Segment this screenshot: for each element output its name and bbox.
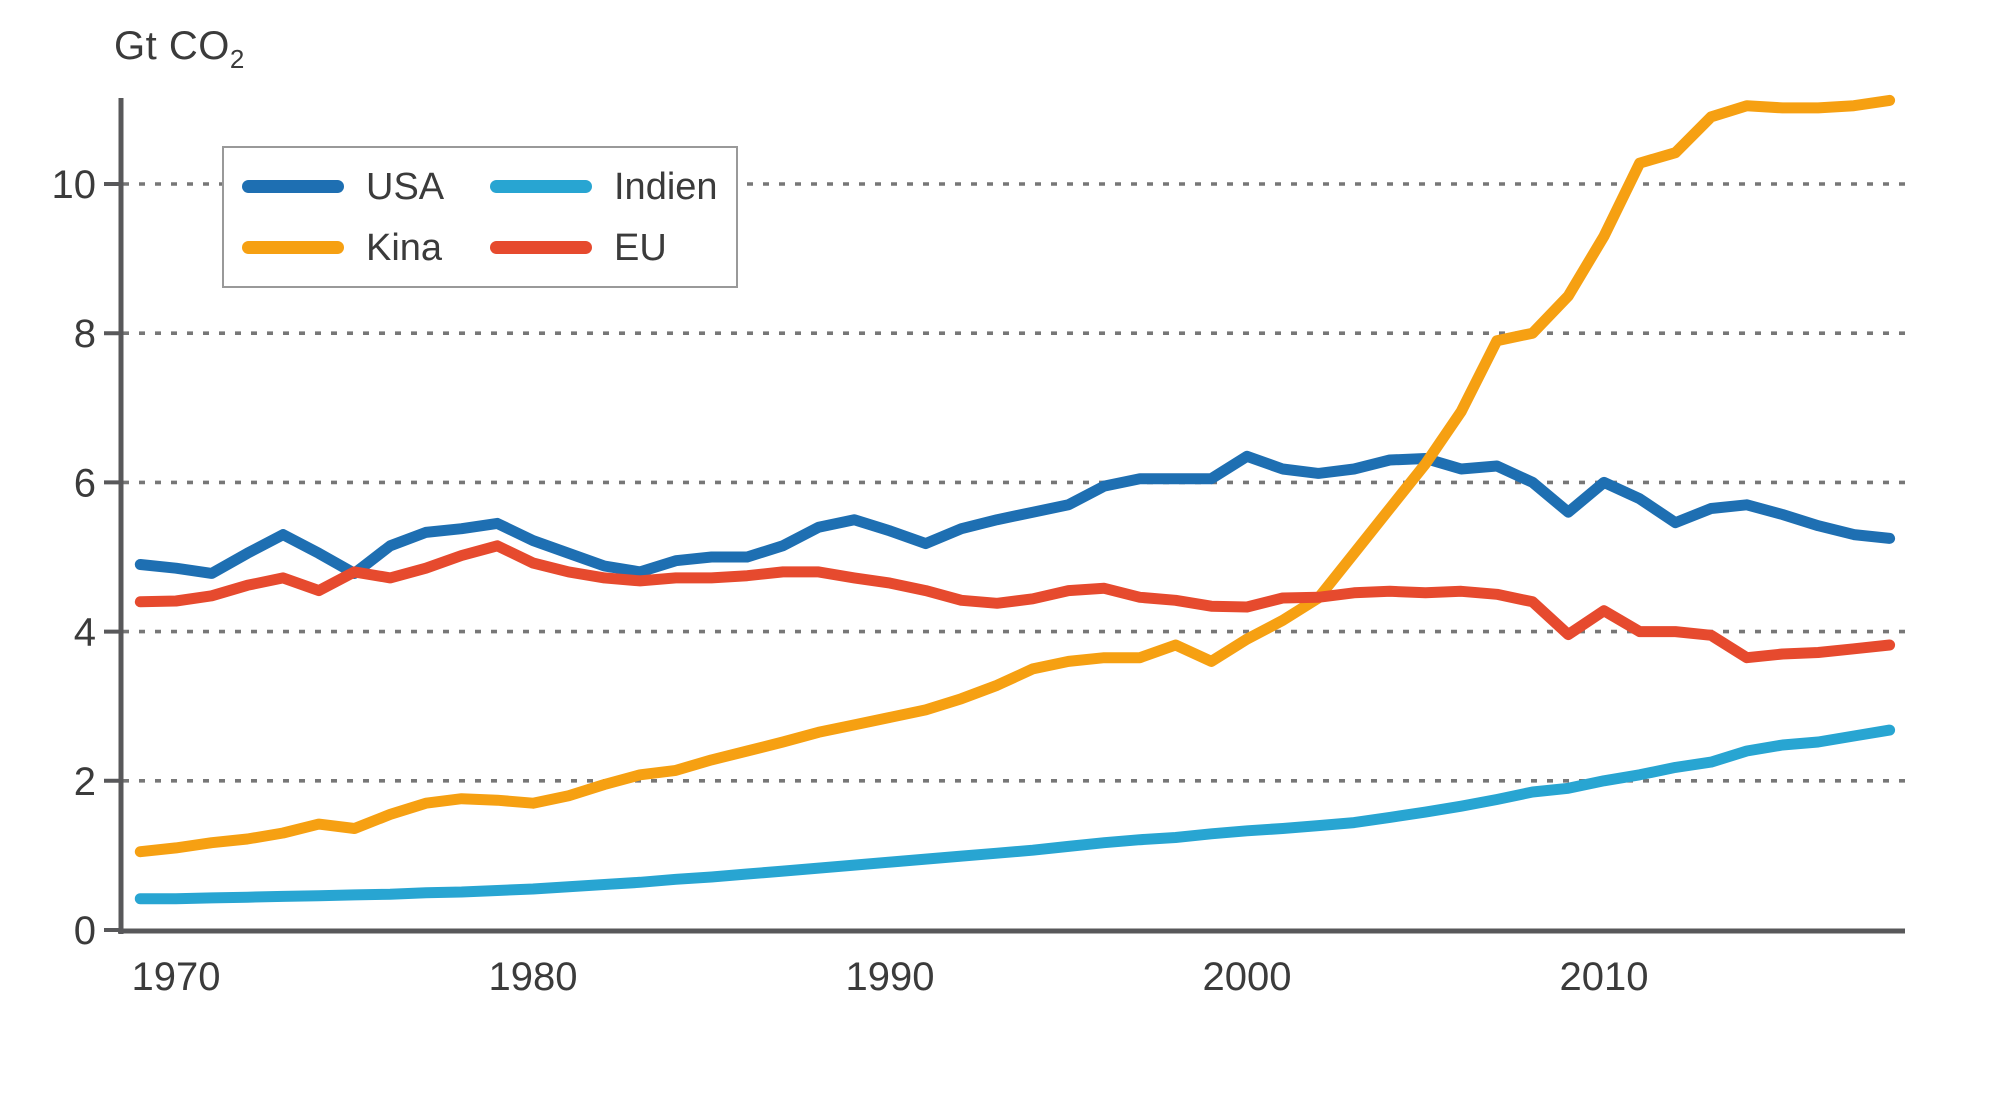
legend-item-indien: Indien [490, 168, 736, 206]
y-tick-label-2: 2 [74, 760, 96, 804]
legend-item-kina: Kina [242, 229, 490, 267]
line-usa [134, 450, 1896, 579]
y-tick-label-4: 4 [74, 611, 96, 655]
x-tick-label-1980: 1980 [489, 955, 578, 999]
y-tick-label-8: 8 [74, 312, 96, 356]
y-axis-ticks [104, 182, 121, 932]
y-tick-label-6: 6 [74, 461, 96, 505]
legend-label-kina: Kina [366, 226, 443, 269]
x-tick-label-2000: 2000 [1203, 955, 1292, 999]
line-kina [134, 94, 1896, 858]
x-tick-label-1970: 1970 [132, 955, 221, 999]
line-eu [134, 540, 1896, 664]
legend-item-eu: EU [490, 229, 736, 267]
legend-label-eu: EU [614, 226, 667, 269]
usa-line-swatch-icon [242, 180, 344, 193]
x-tick-label-2010: 2010 [1560, 955, 1649, 999]
y-axis-unit-label: Gt CO2 [114, 24, 245, 75]
legend: USA Indien Kina EU [222, 146, 738, 288]
legend-item-usa: USA [242, 168, 490, 206]
series-lines [134, 94, 1896, 905]
y-tick-label-10: 10 [52, 163, 97, 207]
axes [118, 98, 1905, 934]
unit-subscript: 2 [229, 44, 245, 74]
line-indien [134, 724, 1896, 905]
x-axis-labels: 1970 1980 1990 2000 2010 [132, 955, 1649, 999]
indien-line-swatch-icon [490, 180, 592, 193]
y-tick-label-0: 0 [74, 909, 96, 953]
eu-line-swatch-icon [490, 241, 592, 254]
legend-label-usa: USA [366, 165, 445, 208]
kina-line-swatch-icon [242, 241, 344, 254]
x-tick-label-1990: 1990 [846, 955, 935, 999]
unit-text: Gt CO [114, 24, 230, 68]
legend-label-indien: Indien [614, 165, 718, 208]
y-axis-labels: 0 2 4 6 8 10 [52, 163, 97, 953]
